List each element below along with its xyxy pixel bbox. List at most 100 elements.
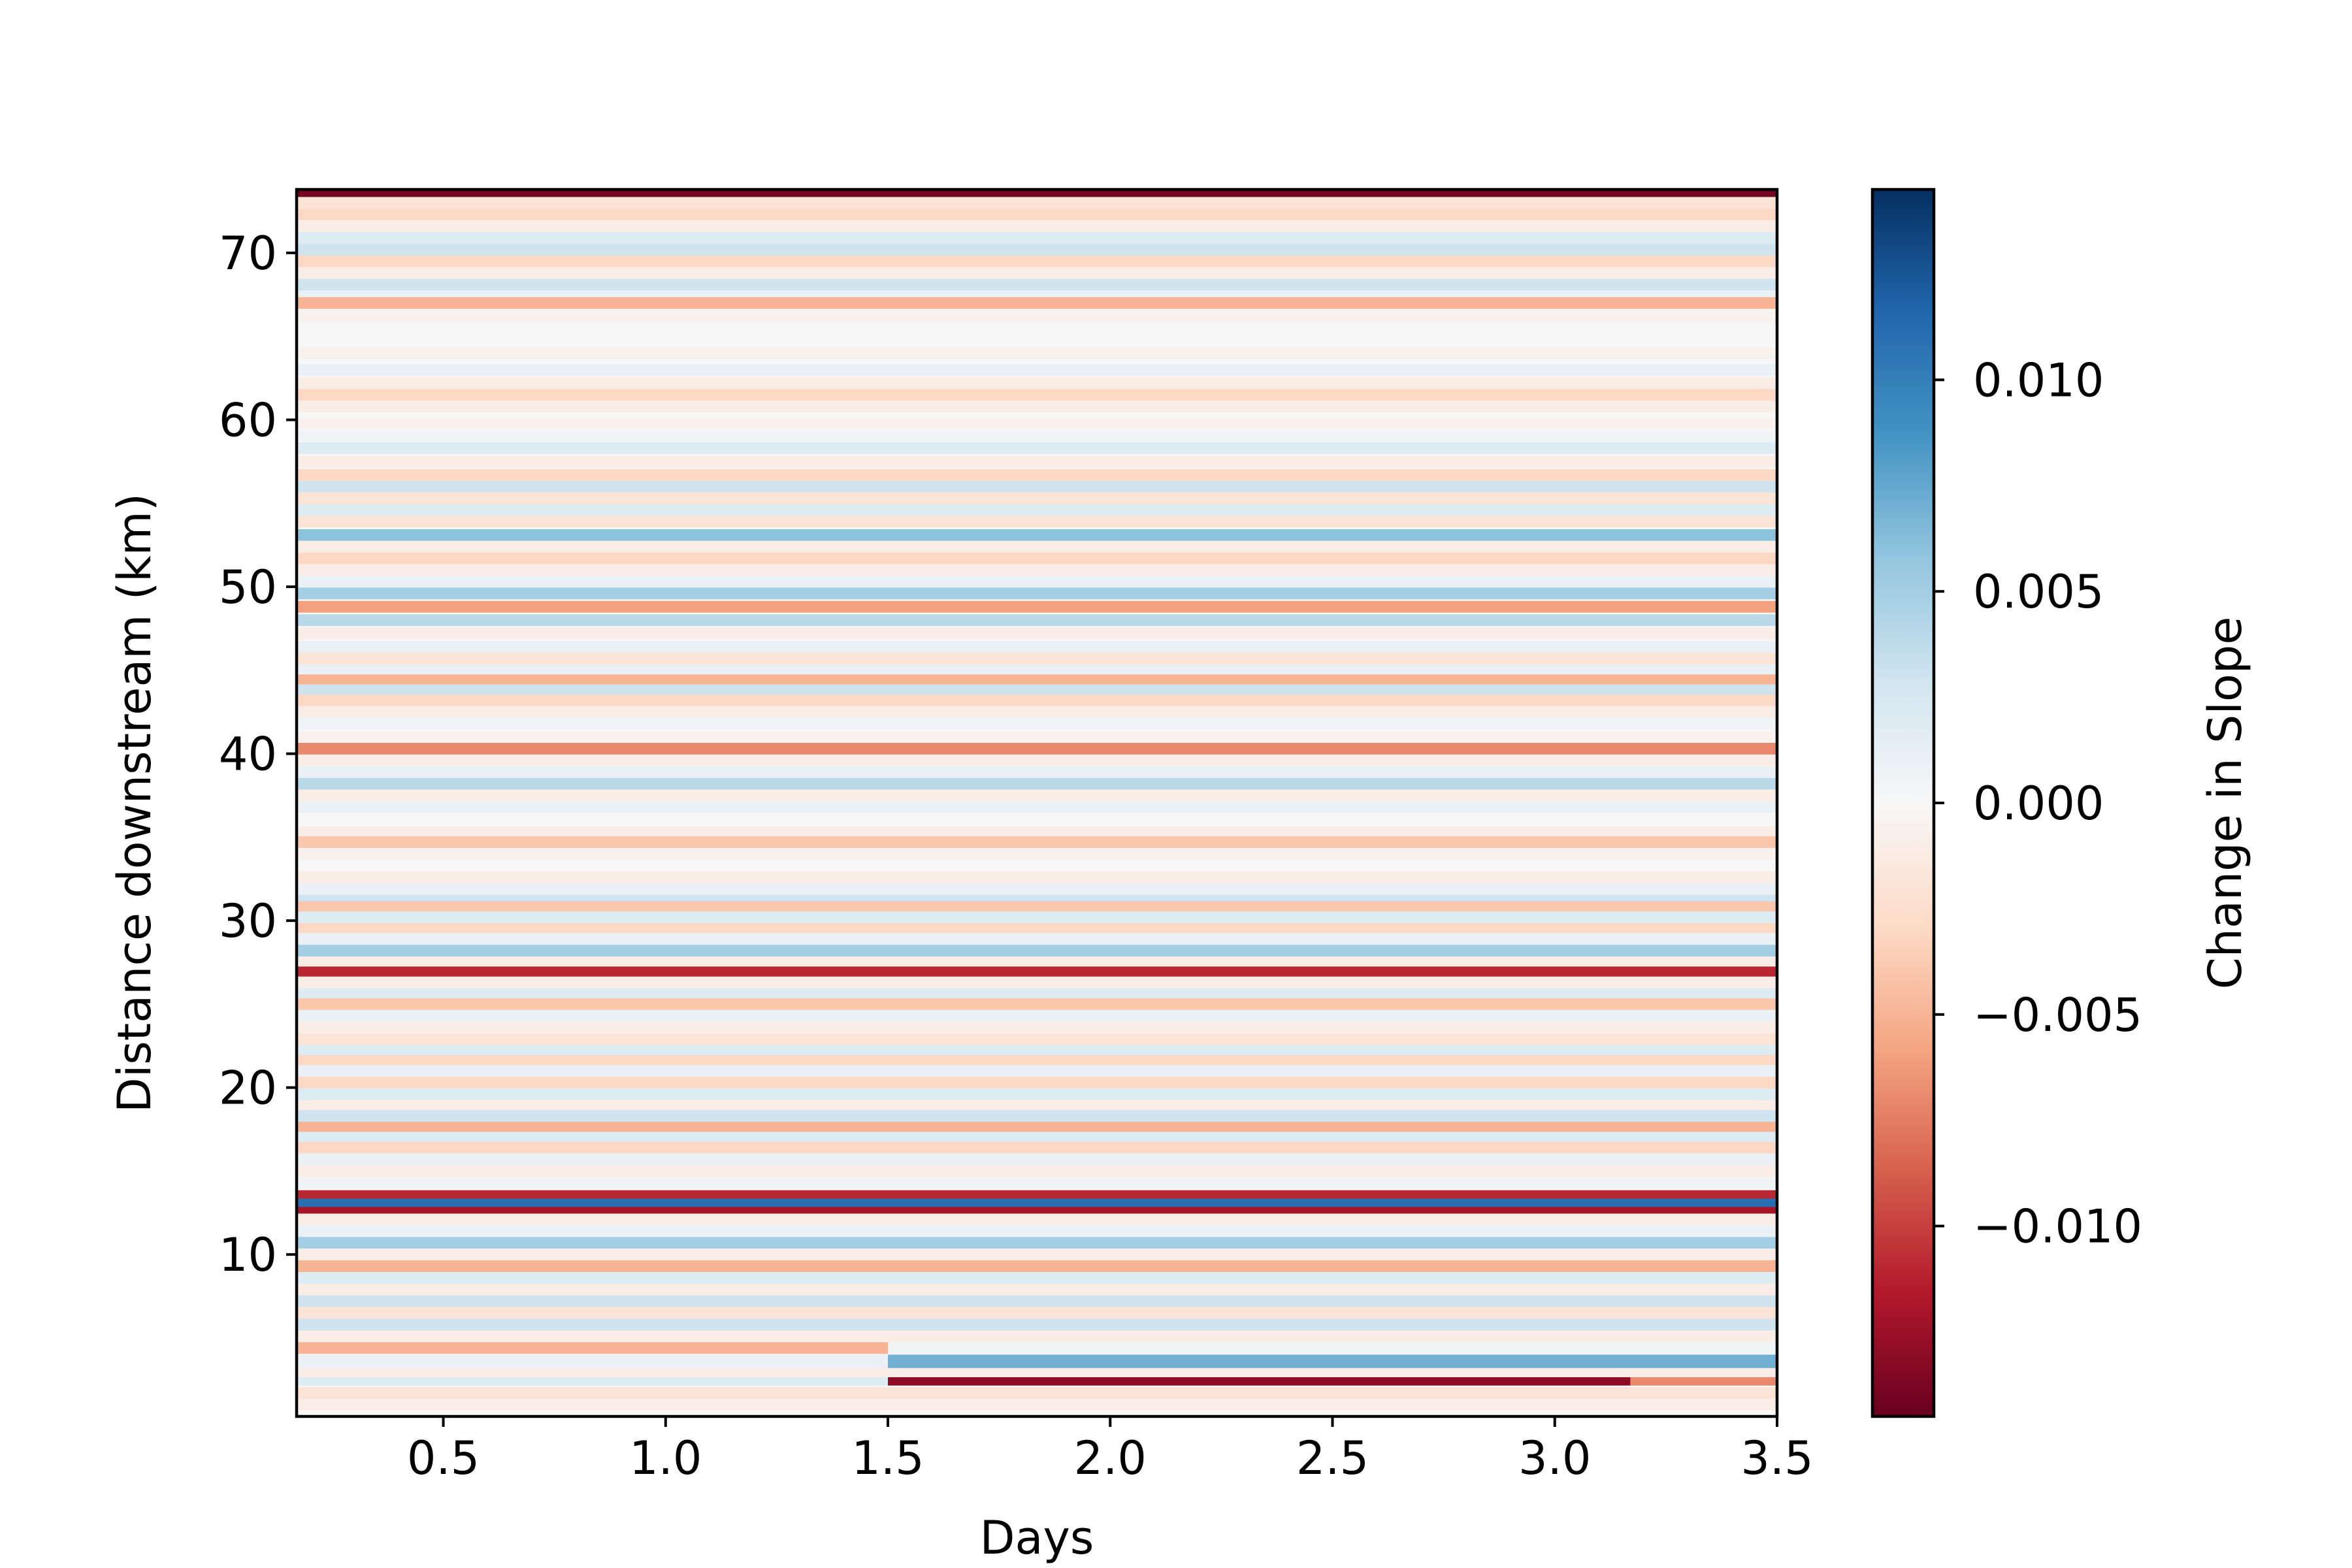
heatmap-band	[297, 1271, 1777, 1284]
heatmap-band	[297, 641, 1777, 653]
heatmap-band	[297, 801, 1777, 813]
plot-frame	[295, 188, 1779, 1418]
heatmap-band	[297, 836, 1777, 848]
y-tick-label: 60	[219, 394, 277, 448]
heatmap-band	[297, 789, 1777, 802]
heatmap-band	[297, 330, 1777, 342]
heatmap-band	[297, 731, 1777, 743]
heatmap-band	[297, 220, 1777, 233]
heatmap-band	[297, 1330, 1777, 1343]
heatmap-band	[297, 754, 1777, 766]
heatmap-band	[297, 1365, 1777, 1377]
heatmap-band	[297, 1009, 1777, 1022]
heatmap-band	[297, 267, 1777, 279]
y-tick-label: 70	[219, 227, 277, 280]
heatmap-band	[297, 600, 1777, 613]
heatmap-band	[297, 777, 1777, 790]
x-tick-label: 3.0	[1518, 1431, 1591, 1485]
colorbar-tick-label: 0.005	[1973, 565, 2104, 619]
heatmap-segment	[888, 1342, 1777, 1354]
heatmap-band	[297, 347, 1777, 359]
heatmap-segment	[888, 1354, 1777, 1368]
heatmap-band	[297, 468, 1777, 481]
heatmap-band	[297, 684, 1777, 696]
heatmap-band	[297, 923, 1777, 935]
heatmap-band	[297, 1249, 1777, 1261]
heatmap-band	[297, 976, 1777, 988]
heatmap-band	[297, 988, 1777, 1000]
heatmap-band	[297, 1295, 1777, 1307]
heatmap-band	[297, 1054, 1777, 1067]
heatmap-band	[297, 552, 1777, 564]
y-tick-label: 50	[219, 561, 277, 614]
heatmap-band	[297, 706, 1777, 718]
heatmap-band	[297, 1283, 1777, 1296]
heatmap-band	[297, 504, 1777, 516]
heatmap-band	[297, 400, 1777, 413]
heatmap-band	[297, 1077, 1777, 1088]
colorbar-ticks: 0.010 0.005 0.000 −0.005 −0.010	[1934, 353, 2142, 1254]
y-axis-label: Distance downstream (km)	[108, 493, 161, 1113]
y-axis-ticks: 10 20 30 40 50 60 70	[219, 227, 297, 1282]
heatmap-bands	[297, 189, 1777, 1411]
heatmap-segment	[888, 1377, 1631, 1386]
heatmap-segment	[297, 1342, 889, 1354]
colorbar-tick-label: −0.010	[1973, 1200, 2142, 1254]
heatmap-band	[297, 480, 1777, 493]
heatmap-band	[297, 364, 1777, 376]
heatmap-band	[297, 627, 1777, 640]
heatmap-band	[297, 515, 1777, 528]
heatmap-band	[297, 208, 1777, 221]
heatmap-band	[297, 1065, 1777, 1077]
heatmap-band	[297, 1387, 1777, 1399]
heatmap-band	[297, 540, 1777, 553]
heatmap-band	[297, 1225, 1777, 1237]
heatmap-band	[297, 1153, 1777, 1166]
heatmap-band	[297, 814, 1777, 826]
heatmap-band	[297, 653, 1777, 664]
heatmap-band	[297, 417, 1777, 429]
heatmap-band	[297, 1237, 1777, 1249]
heatmap-band	[297, 966, 1777, 979]
heatmap-band	[297, 901, 1777, 913]
heatmap-band	[297, 576, 1777, 588]
heatmap-band	[297, 232, 1777, 244]
heatmap-band	[297, 859, 1777, 872]
colorbar-tick-label: 0.010	[1973, 353, 2104, 407]
colorbar	[1870, 188, 1936, 1418]
heatmap-band	[297, 883, 1777, 895]
heatmap-band	[297, 564, 1777, 576]
heatmap-band	[297, 310, 1777, 323]
heatmap-area	[297, 189, 1777, 1416]
heatmap-band	[297, 197, 1777, 209]
heatmap-band	[297, 1165, 1777, 1177]
heatmap-band	[297, 278, 1777, 291]
heatmap-band	[297, 587, 1777, 600]
heatmap-band	[297, 529, 1777, 541]
heatmap-band	[297, 933, 1777, 945]
heatmap-band	[297, 1110, 1777, 1122]
heatmap-band	[297, 871, 1777, 883]
heatmap-band	[297, 1122, 1777, 1134]
heatmap-band	[297, 389, 1777, 401]
heatmap-band	[297, 244, 1777, 255]
heatmap-band	[297, 297, 1777, 309]
heatmap-band	[297, 1177, 1777, 1189]
heatmap-band	[297, 455, 1777, 468]
heatmap-band	[297, 614, 1777, 627]
heatmap-band	[297, 911, 1777, 923]
y-tick-label: 40	[219, 728, 277, 781]
x-axis-ticks: 0.5 1.0 1.5 2.0 2.5 3.0 3.5	[407, 1416, 1814, 1485]
heatmap-band	[297, 664, 1777, 676]
heatmap-band	[297, 998, 1777, 1010]
colorbar-label: Change in Slope	[2198, 617, 2252, 990]
colorbar-tick-label: −0.005	[1973, 988, 2142, 1042]
heatmap-band	[297, 674, 1777, 687]
heatmap-band	[297, 766, 1777, 778]
x-tick-label: 0.5	[407, 1431, 480, 1485]
x-tick-label: 3.5	[1740, 1431, 1813, 1485]
colorbar-tick-label: 0.000	[1973, 777, 2104, 830]
heatmap-band	[297, 956, 1777, 968]
x-tick-label: 1.0	[629, 1431, 702, 1485]
heatmap-band	[297, 826, 1777, 838]
